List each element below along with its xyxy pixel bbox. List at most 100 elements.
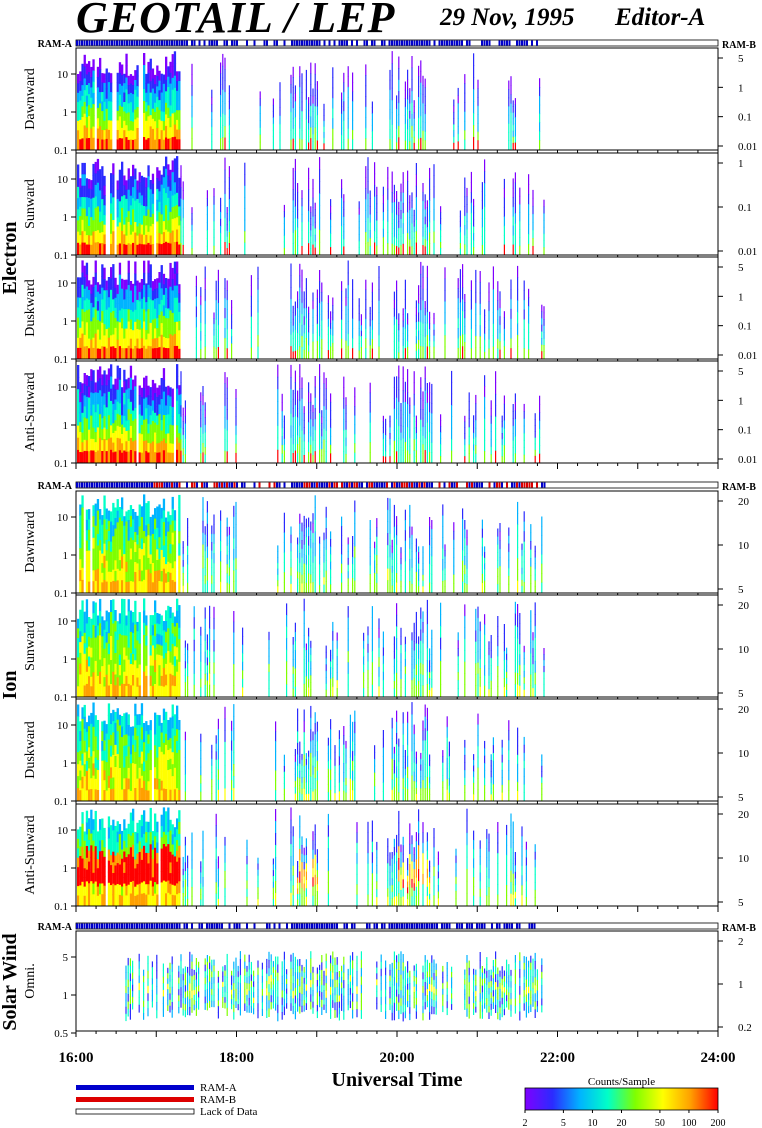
left-tick-label-6-2: 0.1 bbox=[54, 796, 68, 808]
right-tick-label-1-0: 1 bbox=[738, 158, 744, 170]
legend-label-lack: Lack of Data bbox=[200, 1106, 258, 1118]
right-tick-label-3-3: 0.01 bbox=[738, 454, 757, 466]
ram-a-label-0: RAM-A bbox=[38, 39, 73, 50]
left-tick-label-8-0: 5 bbox=[63, 952, 69, 964]
right-tick-label-4-1: 10 bbox=[738, 540, 750, 552]
panel-label-0: Dawnward bbox=[23, 68, 38, 129]
panel-label-6: Duskward bbox=[23, 721, 38, 779]
left-tick-label-7-1: 1 bbox=[63, 863, 69, 875]
right-tick-label-0-1: 1 bbox=[738, 82, 744, 94]
panel-label-2: Duskward bbox=[23, 279, 38, 337]
right-tick-label-2-3: 0.01 bbox=[738, 350, 757, 362]
right-tick-label-7-0: 20 bbox=[738, 809, 750, 821]
right-tick-label-2-1: 1 bbox=[738, 291, 744, 303]
right-tick-label-3-0: 5 bbox=[738, 366, 744, 378]
panel-label-8: Omni. bbox=[23, 963, 38, 998]
plot-editor: Editor-A bbox=[615, 4, 706, 31]
left-tick-label-5-1: 1 bbox=[63, 654, 69, 666]
spectrogram-6 bbox=[77, 702, 543, 801]
legend-label-ram-a: RAM-A bbox=[200, 1082, 237, 1094]
right-tick-label-8-2: 0.2 bbox=[738, 1022, 752, 1034]
panel-label-4: Dawnward bbox=[23, 511, 38, 572]
right-tick-label-3-2: 0.1 bbox=[738, 425, 752, 437]
left-tick-label-3-0: 10 bbox=[57, 382, 69, 394]
right-tick-label-3-1: 1 bbox=[738, 395, 744, 407]
legend-swatch-ram-b bbox=[76, 1097, 194, 1102]
panel-label-3: Anti-Sunward bbox=[23, 372, 38, 451]
right-tick-label-2-0: 5 bbox=[738, 262, 744, 274]
colorbar-tick-4: 50 bbox=[655, 1118, 665, 1128]
plot-date: 29 Nov, 1995 bbox=[440, 4, 575, 31]
ram-b-label-4: RAM-B bbox=[722, 482, 756, 493]
spectrogram-4 bbox=[79, 494, 543, 593]
left-tick-label-8-2: 0.5 bbox=[54, 1028, 68, 1040]
left-tick-label-1-1: 1 bbox=[63, 212, 69, 224]
left-tick-label-2-0: 10 bbox=[57, 278, 69, 290]
x-tick-label-3: 22:00 bbox=[540, 1050, 575, 1066]
right-tick-label-5-2: 5 bbox=[738, 688, 744, 700]
left-tick-label-2-1: 1 bbox=[63, 316, 69, 328]
right-tick-label-4-0: 20 bbox=[738, 496, 750, 508]
spectrogram-2 bbox=[77, 260, 545, 359]
colorbar bbox=[524, 1087, 719, 1111]
left-tick-label-7-2: 0.1 bbox=[54, 901, 68, 913]
right-tick-label-1-1: 0.1 bbox=[738, 202, 752, 214]
right-tick-label-4-2: 5 bbox=[738, 584, 744, 596]
right-tick-label-0-3: 0.01 bbox=[738, 141, 757, 153]
x-axis-label: Universal Time bbox=[332, 1069, 463, 1091]
left-tick-label-4-0: 10 bbox=[57, 512, 69, 524]
ram-a-label-4: RAM-A bbox=[38, 481, 73, 492]
group-label-ion: Ion bbox=[0, 671, 21, 700]
left-tick-label-5-2: 0.1 bbox=[54, 692, 68, 704]
left-tick-label-7-0: 10 bbox=[57, 825, 69, 837]
left-tick-label-6-1: 1 bbox=[63, 758, 69, 770]
left-tick-label-0-1: 1 bbox=[63, 107, 69, 119]
x-tick-label-2: 20:00 bbox=[380, 1050, 415, 1066]
left-tick-label-1-0: 10 bbox=[57, 174, 69, 186]
plot-title: GEOTAIL / LEP bbox=[76, 0, 396, 42]
colorbar-tick-5: 100 bbox=[681, 1118, 696, 1128]
spectrogram-1 bbox=[77, 156, 545, 255]
panel-label-5: Sunward bbox=[23, 621, 38, 671]
panel-label-1: Sunward bbox=[23, 179, 38, 229]
colorbar-tick-6: 200 bbox=[711, 1118, 726, 1128]
left-tick-label-2-2: 0.1 bbox=[54, 354, 68, 366]
right-tick-label-2-2: 0.1 bbox=[738, 321, 752, 333]
right-tick-label-5-1: 10 bbox=[738, 644, 750, 656]
legend-swatch-ram-a bbox=[76, 1085, 194, 1090]
panel-label-7: Anti-Sunward bbox=[23, 815, 38, 894]
left-tick-label-1-2: 0.1 bbox=[54, 250, 68, 262]
left-tick-label-4-2: 0.1 bbox=[54, 588, 68, 600]
right-tick-label-1-2: 0.01 bbox=[738, 246, 757, 258]
left-tick-label-6-0: 10 bbox=[57, 720, 69, 732]
right-tick-label-6-2: 5 bbox=[738, 792, 744, 804]
x-tick-label-4: 24:00 bbox=[701, 1050, 736, 1066]
group-label-electron: Electron bbox=[0, 222, 21, 295]
right-tick-label-0-2: 0.1 bbox=[738, 112, 752, 124]
right-tick-label-8-1: 1 bbox=[738, 979, 744, 991]
right-tick-label-6-0: 20 bbox=[738, 704, 750, 716]
right-tick-label-6-1: 10 bbox=[738, 748, 750, 760]
colorbar-tick-0: 2 bbox=[523, 1118, 528, 1128]
ram-b-label-8: RAM-B bbox=[722, 923, 756, 934]
left-tick-label-3-1: 1 bbox=[63, 420, 69, 432]
x-tick-label-0: 16:00 bbox=[59, 1050, 94, 1066]
left-tick-label-5-0: 10 bbox=[57, 616, 69, 628]
left-tick-label-0-0: 10 bbox=[57, 69, 69, 81]
spectrogram-7 bbox=[77, 807, 536, 906]
legend-swatch-lack bbox=[75, 1108, 195, 1115]
ram-b-label-0: RAM-B bbox=[722, 40, 756, 51]
right-tick-label-0-0: 5 bbox=[738, 53, 744, 65]
right-tick-label-5-0: 20 bbox=[738, 600, 750, 612]
left-tick-label-3-2: 0.1 bbox=[54, 458, 68, 470]
spectrogram-5 bbox=[77, 598, 545, 697]
colorbar-tick-3: 20 bbox=[617, 1118, 627, 1128]
colorbar-tick-1: 5 bbox=[561, 1118, 566, 1128]
left-tick-label-8-1: 1 bbox=[63, 990, 69, 1002]
left-tick-label-4-1: 1 bbox=[63, 550, 69, 562]
colorbar-title: Counts/Sample bbox=[588, 1076, 655, 1088]
group-label-solar_wind: Solar Wind bbox=[0, 933, 21, 1030]
right-tick-label-8-0: 2 bbox=[738, 936, 744, 948]
